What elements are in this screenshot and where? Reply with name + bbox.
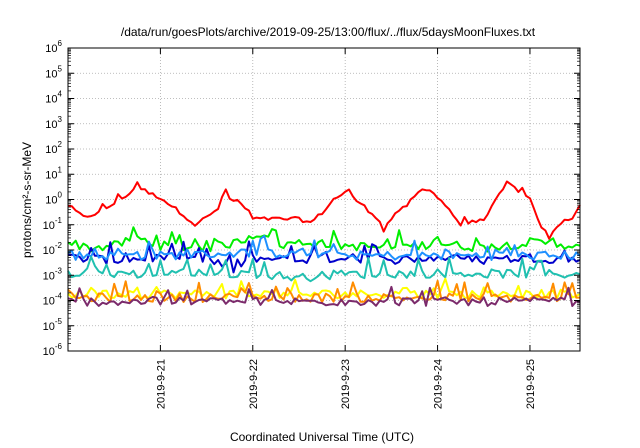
x-tick-label: 2019-9-24 xyxy=(433,359,445,409)
chart-title: /data/run/goesPlots/archive/2019-09-25/1… xyxy=(121,25,536,39)
plot-area xyxy=(67,180,581,307)
x-tick-label: 2019-9-21 xyxy=(155,359,167,409)
y-axis-label: protons/cm²-s-sr-MeV xyxy=(20,142,34,258)
x-axis: 2019-9-21 2019-9-22 2019-9-23 2019-9-24 2019… xyxy=(155,48,537,409)
series-line xyxy=(67,180,581,240)
series-line xyxy=(67,255,581,283)
x-tick-label: 2019-9-23 xyxy=(340,359,352,409)
series-line xyxy=(67,285,581,307)
x-axis-label: Coordinated Universal Time (UTC) xyxy=(230,430,414,444)
series-line xyxy=(67,226,581,253)
series-line xyxy=(67,234,581,261)
series-line xyxy=(67,279,580,303)
x-tick-label: 2019-9-25 xyxy=(525,359,537,409)
x-tick-label: 2019-9-22 xyxy=(248,359,260,409)
